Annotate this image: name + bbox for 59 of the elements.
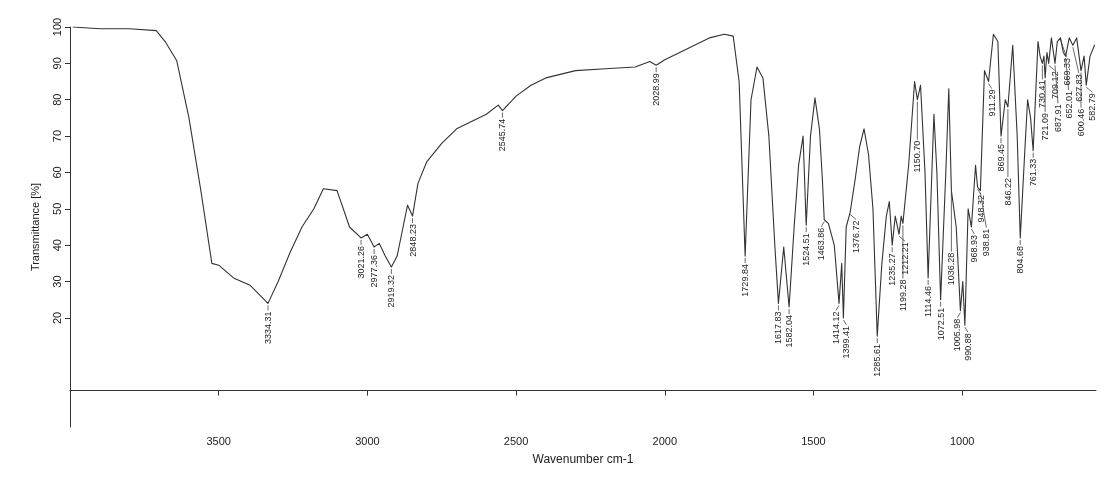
annotation: 1235.27 bbox=[887, 253, 898, 286]
x-axis-title: Wavenumber cm-1 bbox=[532, 452, 634, 466]
annotation: 2545.74 bbox=[497, 118, 508, 152]
annotation: 846.22 bbox=[1002, 178, 1013, 206]
annotation: 721.09 bbox=[1040, 112, 1051, 141]
annotation: 1285.61 bbox=[872, 344, 883, 377]
annotation: 1617.83 bbox=[773, 311, 784, 344]
x-tick-label: 2500 bbox=[503, 434, 529, 447]
annotation: 968.93 bbox=[969, 235, 980, 263]
annotation: 627.83 bbox=[1073, 74, 1084, 102]
annotation: 938.81 bbox=[981, 228, 992, 257]
annotation: 948.32 bbox=[975, 195, 986, 223]
annotation: 730.41 bbox=[1037, 80, 1048, 108]
y-tick-label: 100 bbox=[50, 17, 63, 37]
y-tick-label: 70 bbox=[50, 129, 63, 143]
y-tick-label: 60 bbox=[50, 166, 63, 179]
y-tick-label: 20 bbox=[50, 311, 63, 325]
x-tick-label: 2000 bbox=[652, 434, 678, 447]
y-tick-label: 90 bbox=[50, 57, 63, 70]
x-tick-label: 1500 bbox=[801, 434, 826, 447]
annotation: 1414.12 bbox=[831, 311, 842, 344]
y-tick-label: 40 bbox=[50, 239, 63, 252]
annotation: 1729.84 bbox=[740, 264, 751, 297]
annotation: 3021.26 bbox=[356, 245, 367, 279]
annotation: 600.46 bbox=[1075, 108, 1086, 137]
x-tick-label: 3500 bbox=[206, 434, 231, 447]
annotation: 582.79 bbox=[1087, 93, 1098, 121]
annotation: 2977.36 bbox=[369, 255, 380, 288]
annotation: 1199.28 bbox=[897, 279, 908, 312]
annotation: 761.33 bbox=[1028, 158, 1039, 187]
annotation: 1072.51 bbox=[935, 307, 946, 341]
annotation: 1150.70 bbox=[912, 140, 923, 173]
annotation: 911.29 bbox=[986, 89, 997, 117]
annotation: 709.12 bbox=[1049, 71, 1060, 99]
annotation: 1524.51 bbox=[801, 233, 812, 266]
y-tick-label: 80 bbox=[50, 93, 63, 106]
y-tick-label: 30 bbox=[50, 275, 63, 288]
annotation: 1036.28 bbox=[946, 252, 957, 286]
annotation: 669.33 bbox=[1061, 57, 1072, 86]
annotation: 2919.32 bbox=[386, 275, 397, 308]
y-tick-label: 50 bbox=[50, 202, 63, 215]
annotation: 3334.31 bbox=[262, 311, 273, 344]
annotation: 1114.46 bbox=[923, 285, 934, 318]
annotation: 687.91 bbox=[1052, 104, 1063, 132]
annotation: 2848.23 bbox=[407, 224, 418, 257]
x-tick-label: 1000 bbox=[949, 434, 975, 447]
y-axis-title: Transmittance [%] bbox=[28, 182, 41, 272]
annotation: 1005.98 bbox=[952, 318, 963, 352]
annotation: 1212.21 bbox=[900, 242, 911, 275]
annotation: 652.01 bbox=[1063, 91, 1074, 119]
annotation: 804.68 bbox=[1015, 245, 1026, 274]
annotation: 1399.41 bbox=[841, 325, 852, 359]
annotation: 869.45 bbox=[996, 144, 1006, 172]
annotation: 1582.04 bbox=[784, 315, 795, 348]
x-tick-label: 3000 bbox=[355, 434, 380, 447]
annotation: 1376.72 bbox=[851, 220, 862, 253]
annotation: 2028.99 bbox=[651, 73, 662, 106]
annotation: 1463.86 bbox=[816, 227, 827, 261]
annotation: 990.88 bbox=[962, 333, 973, 361]
